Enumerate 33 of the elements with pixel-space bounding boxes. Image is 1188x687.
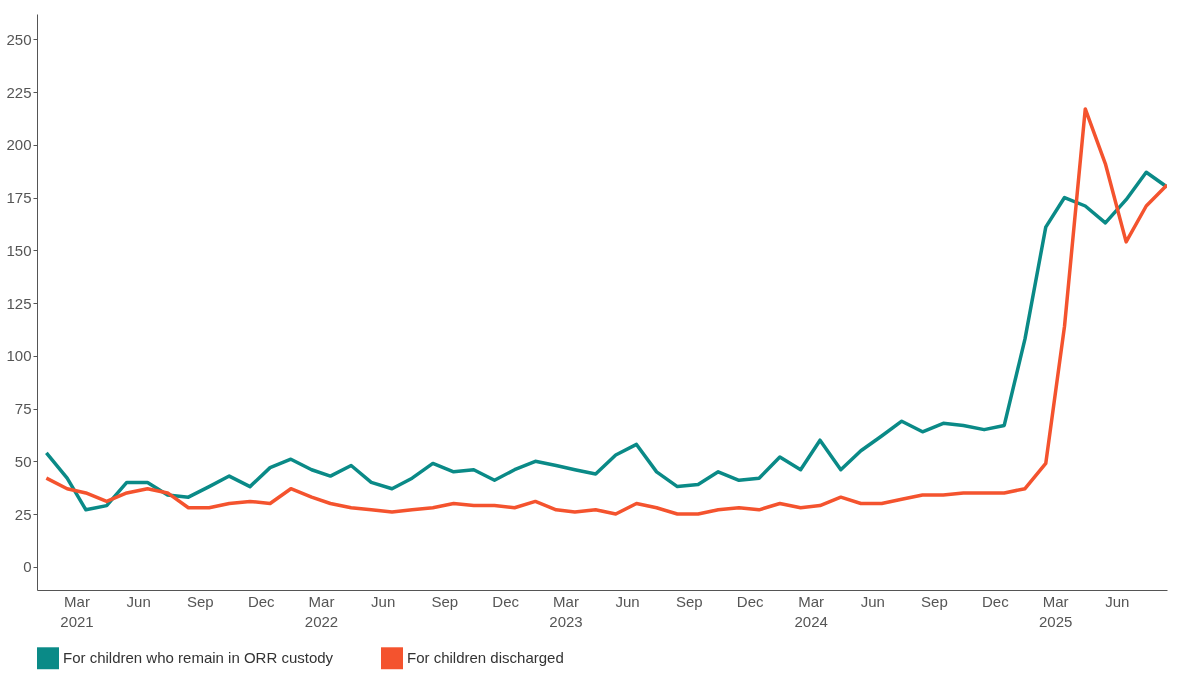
line-series	[44, 107, 1167, 516]
x-tick-label: Sep	[186, 592, 214, 610]
y-tick-label: 100	[6, 347, 32, 365]
y-tick-label: 175	[6, 189, 32, 207]
x-tick-label: Mar 2021	[60, 592, 94, 630]
x-tick-label: Dec	[736, 592, 765, 610]
legend-label: For children who remain in ORR custody	[63, 649, 334, 667]
y-tick-label: 225	[6, 83, 32, 101]
x-tick-label: Dec	[982, 592, 1010, 610]
x-tick-label: Jun	[126, 592, 151, 610]
x-tick-label: Mar 2024	[794, 592, 828, 630]
legend-label: For children discharged	[407, 649, 564, 667]
y-tick-label: 125	[6, 294, 32, 312]
x-tick-label: Jun	[1105, 592, 1130, 610]
x-tick-label: Dec	[492, 592, 520, 610]
x-tick-label: Mar 2025	[1038, 592, 1073, 630]
y-tick-label: 250	[6, 30, 32, 48]
y-tick-label: 150	[6, 241, 32, 259]
y-tick-label: 0	[23, 558, 32, 576]
line-series	[44, 170, 1167, 512]
x-tick-label: Mar 2022	[304, 592, 339, 630]
x-tick-label: Dec	[247, 592, 276, 610]
y-tick-label: 200	[6, 136, 32, 154]
x-tick-label: Mar 2023	[549, 592, 583, 630]
x-tick-label: Jun	[371, 592, 396, 610]
y-tick-label: 25	[14, 505, 32, 523]
x-tick-label: Jun	[860, 592, 885, 610]
x-tick-label: Jun	[615, 592, 640, 610]
x-tick-label: Sep	[675, 592, 703, 610]
x-tick-label: Sep	[431, 592, 459, 610]
x-tick-label: Sep	[921, 592, 948, 610]
y-tick-label: 50	[14, 452, 32, 470]
y-tick-label: 75	[14, 400, 32, 418]
